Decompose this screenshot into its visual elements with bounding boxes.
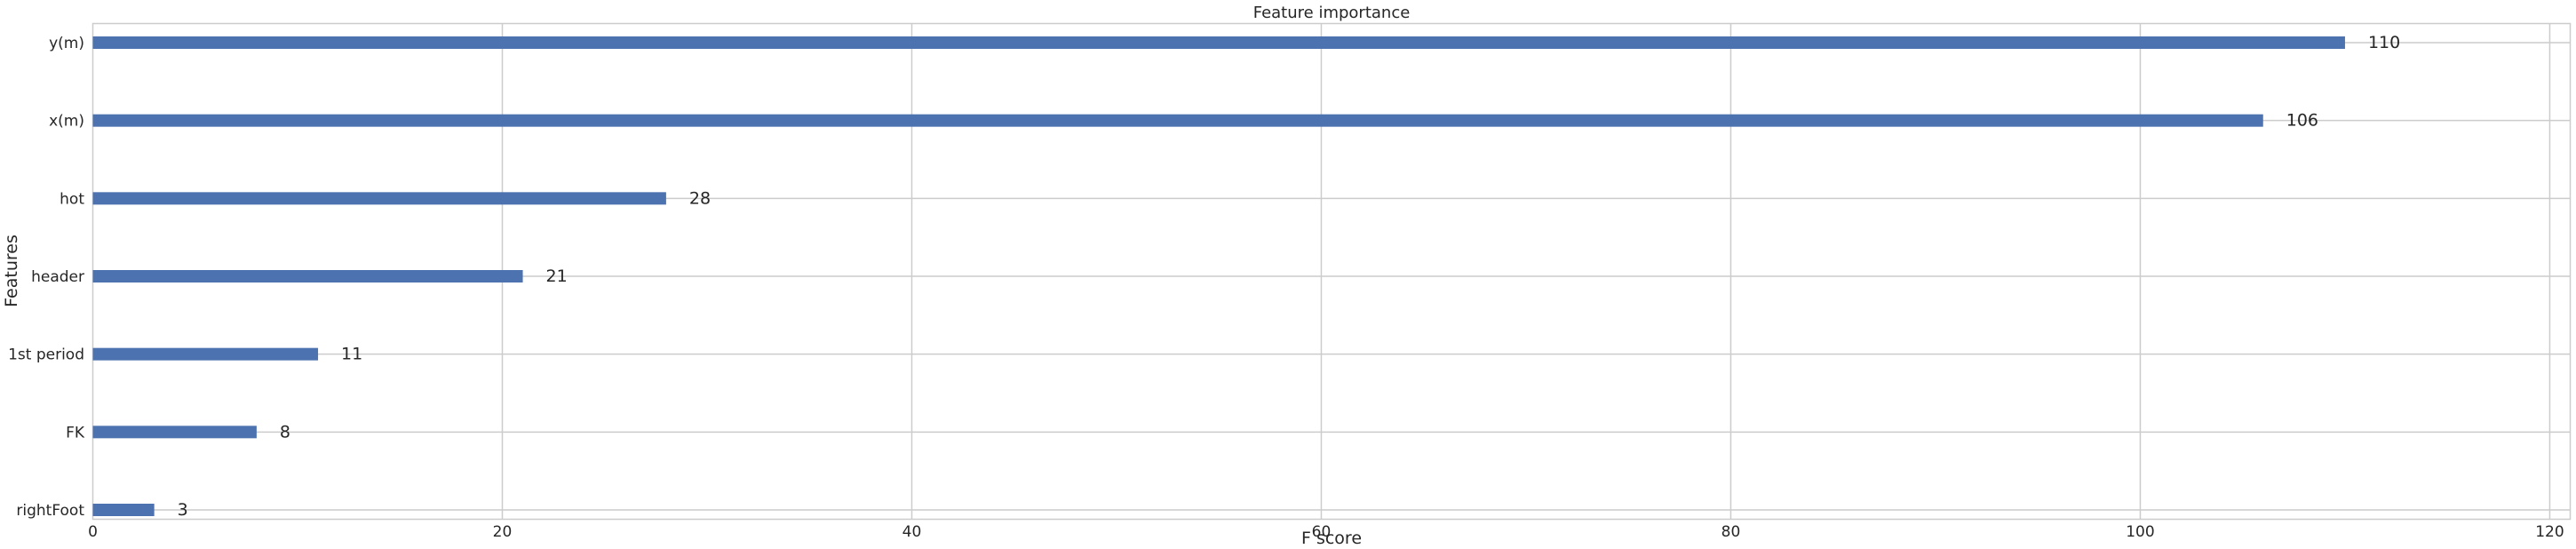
- bar-value-label: 28: [689, 188, 711, 208]
- y-tick-label: 1st period: [8, 346, 84, 364]
- bars: [92, 36, 2345, 516]
- x-tick-label: 40: [902, 523, 922, 541]
- x-tick-label: 80: [1721, 523, 1741, 541]
- bar: [92, 192, 666, 205]
- bar-value-label: 11: [341, 345, 362, 364]
- bar: [92, 504, 155, 516]
- bar: [92, 114, 2263, 127]
- x-axis-label: F score: [1301, 529, 1362, 548]
- bar: [92, 347, 319, 361]
- bar-value-label: 21: [546, 267, 568, 286]
- x-tick-label: 100: [2126, 523, 2154, 541]
- bar-value-label: 3: [178, 500, 188, 520]
- bar: [92, 270, 523, 282]
- y-tick-label: FK: [66, 424, 85, 442]
- bar-value-label: 106: [2286, 111, 2318, 131]
- x-gridlines: [501, 23, 2551, 520]
- y-tick-label: x(m): [49, 113, 84, 131]
- bar-value-label: 8: [280, 422, 290, 442]
- x-tick-label: 120: [2535, 523, 2564, 541]
- bar-value-label: 110: [2368, 33, 2400, 52]
- y-tick-label: hot: [60, 190, 84, 208]
- x-tick-labels: 0 20 40 60 80 100 120: [88, 523, 2564, 541]
- x-tick-label: 60: [1312, 523, 1332, 541]
- x-tick-label: 0: [88, 523, 98, 541]
- y-tick-label: y(m): [49, 35, 84, 52]
- y-axis-label: Features: [2, 235, 21, 307]
- bar: [92, 36, 2345, 49]
- value-labels: 110 106 28 21 11 8 3: [178, 33, 2401, 520]
- y-tick-label: header: [31, 268, 84, 286]
- chart-title: Feature importance: [1253, 4, 1411, 22]
- x-tick-label: 20: [493, 523, 513, 541]
- bar: [92, 426, 257, 439]
- y-tick-labels: y(m) x(m) hot header 1st period FK rightFoot: [8, 35, 85, 520]
- y-tick-label: rightFoot: [16, 502, 84, 520]
